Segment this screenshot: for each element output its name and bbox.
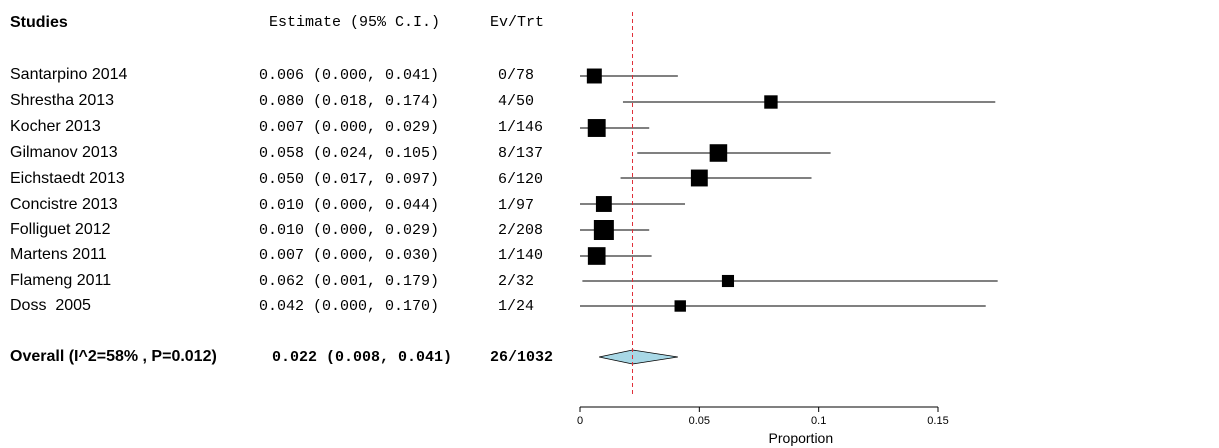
- study-events: 1/140: [498, 247, 544, 264]
- study-estimate: 0.062 (0.001, 0.179): [259, 273, 440, 290]
- x-tick-label: 0: [577, 415, 583, 427]
- study-events: 0/78: [498, 67, 535, 84]
- overall-diamond: [599, 349, 678, 365]
- study-marker: [593, 220, 614, 240]
- table-row: Gilmanov 2013 0.058 (0.024, 0.105) 8/137: [0, 141, 575, 167]
- study-marker: [690, 169, 708, 187]
- study-marker: [587, 119, 606, 137]
- overall-estimate: 0.022 (0.008, 0.041): [272, 349, 453, 366]
- study-marker: [721, 274, 735, 288]
- study-estimate: 0.080 (0.018, 0.174): [259, 93, 440, 110]
- study-estimate: 0.007 (0.000, 0.030): [259, 247, 440, 264]
- table-row: Kocher 2013 0.007 (0.000, 0.029) 1/146: [0, 115, 575, 141]
- study-estimate: 0.007 (0.000, 0.029): [259, 119, 440, 136]
- table-row: Folliguet 2012 0.010 (0.000, 0.029) 2/20…: [0, 218, 575, 244]
- study-events: 1/97: [498, 197, 535, 214]
- table-row: Martens 2011 0.007 (0.000, 0.030) 1/140: [0, 243, 575, 269]
- study-marker: [709, 144, 728, 162]
- study-events: 1/146: [498, 119, 544, 136]
- study-name: Santarpino 2014: [10, 66, 128, 83]
- study-marker: [587, 247, 606, 265]
- table-row: Shrestha 2013 0.080 (0.018, 0.174) 4/50: [0, 89, 575, 115]
- table-row: Eichstaedt 2013 0.050 (0.017, 0.097) 6/1…: [0, 167, 575, 193]
- study-events: 2/208: [498, 222, 544, 239]
- x-tick-label: 0.15: [927, 415, 948, 427]
- study-name: Flameng 2011: [10, 272, 112, 289]
- study-estimate: 0.058 (0.024, 0.105): [259, 145, 440, 162]
- study-marker: [586, 68, 602, 84]
- study-estimate: 0.010 (0.000, 0.029): [259, 222, 440, 239]
- study-marker: [595, 196, 612, 212]
- study-events: 2/32: [498, 273, 535, 290]
- study-name: Eichstaedt 2013: [10, 170, 125, 187]
- study-marker: [764, 95, 778, 109]
- study-estimate: 0.006 (0.000, 0.041): [259, 67, 440, 84]
- table-row: Flameng 2011 0.062 (0.001, 0.179) 2/32: [0, 269, 575, 295]
- study-estimate: 0.010 (0.000, 0.044): [259, 197, 440, 214]
- overall-events: 26/1032: [490, 349, 554, 366]
- study-name: Folliguet 2012: [10, 221, 111, 238]
- header-studies: Studies: [10, 14, 68, 31]
- overall-label: Overall (I^2=58% , P=0.012): [10, 348, 217, 365]
- x-tick-label: 0.05: [689, 415, 710, 427]
- study-name: Martens 2011: [10, 246, 107, 263]
- study-events: 6/120: [498, 171, 544, 188]
- study-name: Concistre 2013: [10, 196, 118, 213]
- study-marker: [674, 300, 686, 312]
- table-row: Doss 2005 0.042 (0.000, 0.170) 1/24: [0, 294, 575, 320]
- overall-row: Overall (I^2=58% , P=0.012) 0.022 (0.008…: [0, 345, 575, 371]
- x-axis-label: Proportion: [769, 430, 834, 446]
- study-events: 4/50: [498, 93, 535, 110]
- header-estimate: Estimate (95% C.I.): [269, 14, 441, 31]
- study-estimate: 0.042 (0.000, 0.170): [259, 298, 440, 315]
- study-name: Gilmanov 2013: [10, 144, 118, 161]
- study-name: Kocher 2013: [10, 118, 101, 135]
- study-events: 1/24: [498, 298, 535, 315]
- table-row: Santarpino 2014 0.006 (0.000, 0.041) 0/7…: [0, 63, 575, 89]
- study-estimate: 0.050 (0.017, 0.097): [259, 171, 440, 188]
- study-events: 8/137: [498, 145, 544, 162]
- study-name: Doss 2005: [10, 297, 91, 314]
- table-row: Concistre 2013 0.010 (0.000, 0.044) 1/97: [0, 193, 575, 219]
- x-tick-label: 0.1: [811, 415, 826, 427]
- header-ev-trt: Ev/Trt: [490, 14, 545, 31]
- study-name: Shrestha 2013: [10, 92, 115, 109]
